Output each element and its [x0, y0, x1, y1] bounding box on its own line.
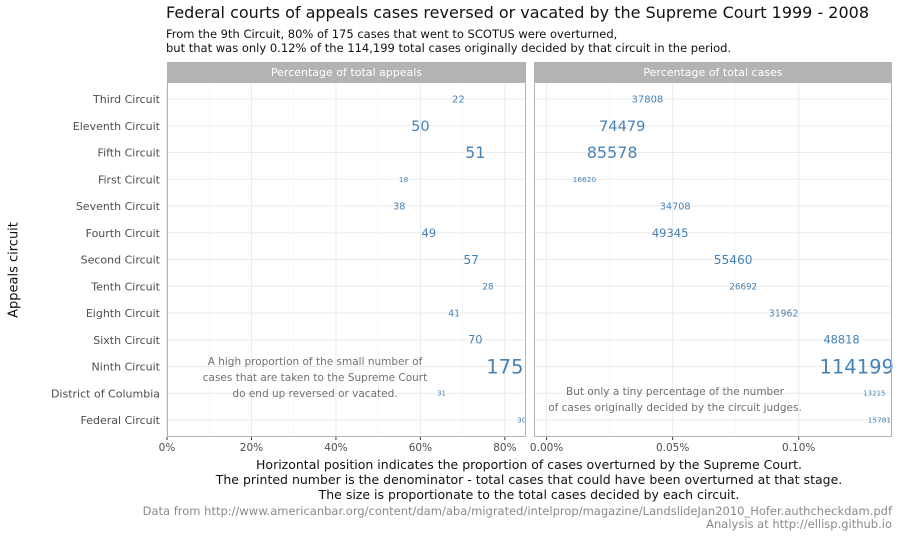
data-label: 114199: [819, 355, 893, 378]
data-label: 48818: [823, 333, 859, 347]
data-label: 31: [437, 390, 446, 398]
data-label: 13215: [863, 390, 885, 398]
x-tick-label: 0.00%: [530, 442, 563, 454]
y-tick-label: Tenth Circuit: [90, 280, 160, 293]
annotation-text: cases that are taken to the Supreme Cour…: [203, 372, 427, 384]
x-tick-label: 60%: [409, 442, 432, 454]
x-tick-label: 0%: [159, 442, 176, 454]
data-label: 30: [517, 416, 527, 425]
annotation-text: of cases originally decided by the circu…: [548, 402, 802, 414]
data-label: 22: [452, 95, 465, 106]
data-label: 18: [399, 175, 409, 184]
caption-line-3: The size is proportionate to the total c…: [318, 487, 740, 502]
data-label: 51: [465, 143, 485, 162]
annotation-text: But only a tiny percentage of the number: [566, 386, 785, 398]
data-label: 85578: [587, 143, 638, 162]
y-tick-label: Third Circuit: [92, 93, 161, 106]
data-label: 74479: [599, 118, 645, 135]
data-label: 26692: [729, 282, 757, 292]
y-tick-label: Second Circuit: [81, 254, 161, 267]
caption-line-2: The printed number is the denominator - …: [215, 472, 843, 487]
source-line-data: Data from http://www.americanbar.org/con…: [142, 504, 892, 518]
y-tick-label: Eleventh Circuit: [73, 120, 161, 133]
facet-strip-label: Percentage of total cases: [643, 66, 782, 79]
x-tick-label: 80%: [493, 442, 516, 454]
caption-line-1: Horizontal position indicates the propor…: [256, 457, 802, 472]
subtitle-line-2: but that was only 0.12% of the 114,199 t…: [166, 41, 732, 55]
source-line-analysis: Analysis at http://ellisp.github.io: [706, 517, 892, 531]
y-tick-label: Sixth Circuit: [93, 334, 160, 347]
data-label: 57: [463, 253, 479, 267]
subtitle-line-1: From the 9th Circuit, 80% of 175 cases t…: [166, 27, 618, 41]
facet-strip: [167, 62, 526, 82]
y-tick-label: Fifth Circuit: [98, 147, 161, 160]
panel-1: Percentage of total appeals 0% 20% 40% 60% 80…: [159, 62, 527, 454]
x-tick-label: 20%: [240, 442, 263, 454]
panel-border: [167, 82, 526, 437]
facet-strip-label: Percentage of total appeals: [271, 66, 422, 79]
y-tick-label: District of Columbia: [51, 387, 160, 400]
chart-subtitle: From the 9th Circuit, 80% of 175 cases t…: [166, 27, 731, 55]
data-label: 16620: [573, 175, 597, 184]
data-label: 70: [468, 333, 483, 347]
annotation-text: A high proportion of the small number of: [208, 356, 423, 368]
data-label: 31962: [769, 308, 799, 319]
y-tick-label: Fourth Circuit: [86, 227, 161, 240]
data-label: 28: [482, 282, 493, 292]
y-tick-label: Eighth Circuit: [86, 307, 161, 320]
facet-strip: [534, 62, 892, 82]
y-tick-label: Federal Circuit: [81, 414, 161, 427]
data-label: 175: [486, 355, 523, 378]
source-note: Data from http://www.americanbar.org/con…: [143, 505, 892, 531]
data-label: 49345: [652, 226, 689, 240]
y-tick-label: First Circuit: [98, 173, 161, 186]
panel-2: Percentage of total cases 0.00% 0.05% 0.10%…: [530, 62, 894, 454]
data-label: 49: [422, 226, 437, 240]
annotation-text: do end up reversed or vacated.: [232, 388, 397, 400]
data-label: 55460: [714, 253, 753, 267]
data-label: 38: [393, 201, 405, 212]
y-tick-label: Seventh Circuit: [76, 200, 161, 213]
data-label: 15781: [868, 416, 891, 425]
data-label: 34708: [660, 201, 691, 212]
chart-caption: Horizontal position indicates the propor…: [166, 457, 892, 502]
data-label: 41: [448, 308, 460, 319]
data-label: 37808: [632, 95, 664, 106]
x-tick-label: 0.05%: [656, 442, 689, 454]
y-tick-label: Ninth Circuit: [92, 361, 161, 374]
x-tick-label: 40%: [324, 442, 347, 454]
panel-border: [534, 82, 892, 437]
chart-title: Federal courts of appeals cases reversed…: [166, 3, 870, 22]
x-tick-label: 0.10%: [782, 442, 815, 454]
data-label: 50: [411, 118, 430, 135]
